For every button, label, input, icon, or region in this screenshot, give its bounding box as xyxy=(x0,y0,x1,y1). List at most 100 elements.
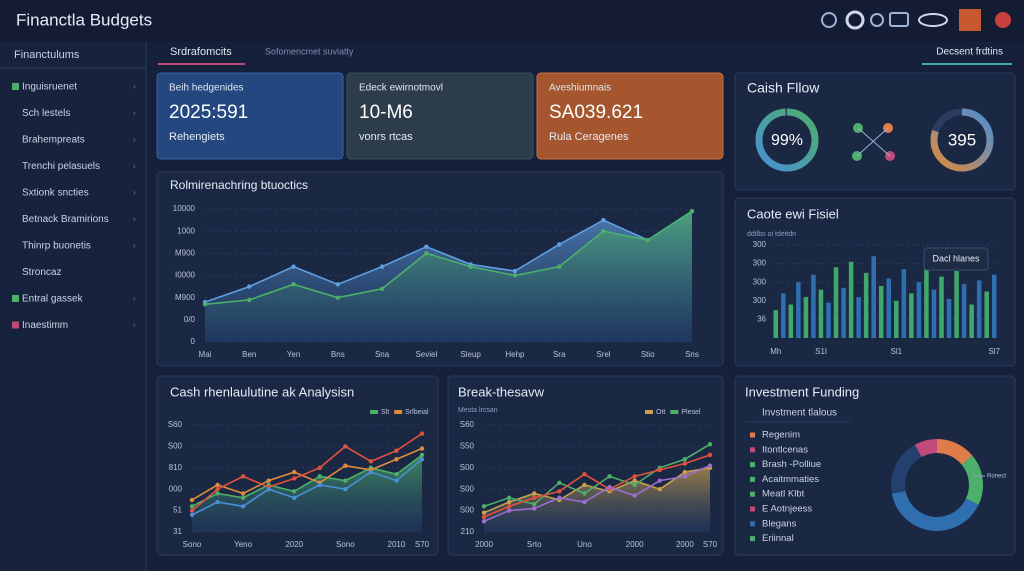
point xyxy=(292,489,297,494)
bar xyxy=(818,289,824,338)
point xyxy=(582,491,587,496)
tab[interactable]: Sofomencmet suviatty xyxy=(265,46,354,56)
nav-chevron: › xyxy=(133,135,136,144)
point xyxy=(379,264,385,269)
search-icon[interactable] xyxy=(821,12,837,28)
nav-item[interactable]: Trenchi pelasuels xyxy=(22,161,100,172)
y-tick-label: 300 xyxy=(753,277,767,286)
x-tick-label: Seviel xyxy=(415,350,437,359)
legend-item: Regenim xyxy=(762,430,800,441)
nav-chevron: › xyxy=(133,82,136,91)
point xyxy=(481,504,487,509)
bar xyxy=(991,274,997,338)
tab[interactable]: Decsent frdtins xyxy=(936,47,1003,58)
point xyxy=(291,282,296,287)
y-tick-label: 300 xyxy=(753,240,767,249)
panel-title: Caish Fllow xyxy=(747,80,820,96)
x-tick-label: Mai xyxy=(199,350,212,359)
y-tick-label: 51 xyxy=(173,506,182,515)
bar xyxy=(811,274,816,338)
legend-item: Brash -Polliue xyxy=(762,459,821,470)
kpi-title: Edeck ewirnotmovl xyxy=(359,83,443,94)
point xyxy=(394,457,399,462)
legend-item: Acaitmmaties xyxy=(762,474,819,485)
legend-swatch xyxy=(370,410,378,414)
point xyxy=(607,474,612,479)
bar xyxy=(871,256,876,338)
legend-marker xyxy=(750,521,755,527)
point xyxy=(682,461,688,466)
line xyxy=(483,443,711,508)
nav-item[interactable]: Thinrp buonetis xyxy=(22,241,91,252)
x-tick-label: Sna xyxy=(375,350,390,359)
point xyxy=(343,463,348,468)
point xyxy=(657,478,662,483)
point xyxy=(291,264,296,269)
point xyxy=(689,209,695,214)
point xyxy=(202,302,208,307)
tab[interactable]: Srdrafomcits xyxy=(170,46,232,58)
y-tick-label: S00 xyxy=(460,463,475,472)
point xyxy=(266,478,271,483)
profile-icon[interactable] xyxy=(995,12,1011,28)
bar xyxy=(924,259,929,338)
point xyxy=(215,491,220,496)
point xyxy=(481,510,487,515)
flow-connector xyxy=(856,127,891,157)
point xyxy=(368,459,374,464)
toolbar-icons xyxy=(821,9,1011,31)
panel-subtitle: Invstment tlalous xyxy=(762,408,837,419)
point xyxy=(632,478,637,483)
area xyxy=(192,454,422,532)
line xyxy=(191,458,423,516)
nav-item[interactable]: Brahempreats xyxy=(22,135,85,146)
y-tick-label: S60 xyxy=(168,420,183,429)
point xyxy=(506,508,512,513)
legend-label: Ott xyxy=(656,409,665,416)
nav-item[interactable]: Inguisruenet xyxy=(22,82,77,93)
bar xyxy=(916,282,922,338)
legend-item: Meatl Klbt xyxy=(762,489,805,500)
nav-item[interactable]: Sch lestels xyxy=(22,108,70,119)
legend-marker xyxy=(750,506,755,512)
point xyxy=(266,487,271,492)
nav-chevron: › xyxy=(133,321,136,330)
nav-item[interactable]: Stroncaz xyxy=(22,267,61,278)
y-tick-label: S60 xyxy=(460,420,475,429)
kpi-subtitle: vonrs rtcas xyxy=(359,131,413,143)
legend-label: Slt xyxy=(381,409,389,416)
settings-icon[interactable] xyxy=(870,13,884,27)
point xyxy=(707,463,713,468)
line xyxy=(483,467,711,514)
link-icon[interactable] xyxy=(918,13,948,27)
nav-marker xyxy=(12,295,19,302)
y-tick-label: 000 xyxy=(169,484,183,493)
alert-icon[interactable] xyxy=(959,9,981,31)
point xyxy=(601,217,606,223)
nav-item[interactable]: Sxtionk sncties xyxy=(22,188,89,199)
refresh-icon[interactable] xyxy=(845,10,865,30)
y-tick-label: 1000 xyxy=(177,226,195,235)
nav-item[interactable]: Betnack Bramirions xyxy=(22,214,109,225)
legend-marker xyxy=(750,462,755,468)
nav-item[interactable]: Inaestimm xyxy=(22,320,68,331)
point xyxy=(424,251,429,256)
y-tick-label: S50 xyxy=(460,442,475,451)
point xyxy=(506,499,512,505)
tooltip-bg xyxy=(923,247,989,271)
panel-title: Break-thesavw xyxy=(458,384,545,399)
legend-marker xyxy=(750,536,755,542)
legend-swatch xyxy=(670,410,679,414)
point xyxy=(557,489,562,494)
point xyxy=(240,495,246,500)
x-tick-label: Srto xyxy=(527,540,542,549)
x-tick-label: S70 xyxy=(703,540,718,549)
x-tick-label: Srel xyxy=(596,350,610,359)
donut-segment xyxy=(961,455,983,505)
point xyxy=(556,264,562,269)
calendar-icon[interactable] xyxy=(889,12,909,27)
nav-item[interactable]: Entral gassek xyxy=(22,294,84,305)
point xyxy=(189,508,195,513)
panel xyxy=(734,375,1016,556)
